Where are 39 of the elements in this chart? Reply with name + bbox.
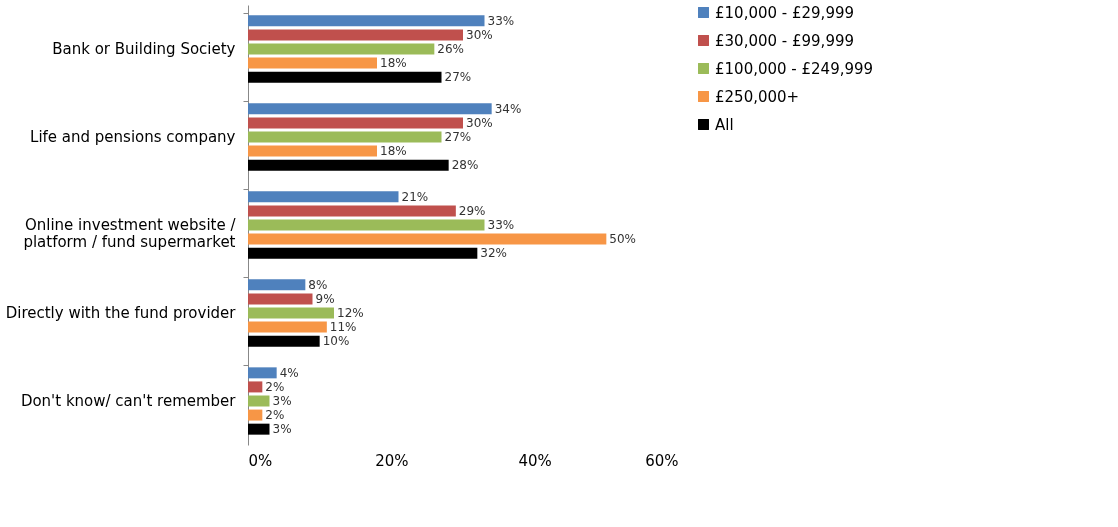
legend-label: All (715, 115, 734, 134)
data-label: 11% (329, 320, 357, 335)
data-label: 18% (380, 144, 407, 159)
x-tick-label: 0% (248, 451, 273, 470)
data-label: 2% (265, 379, 285, 394)
data-label: 30% (466, 115, 493, 130)
data-label: 27% (444, 70, 472, 85)
legend-label: £250,000+ (715, 87, 800, 106)
y-tick-label: Bank or Building Society (52, 40, 236, 58)
data-label: 2% (265, 408, 285, 423)
data-label: 26% (437, 42, 465, 56)
data-label: 3% (272, 422, 292, 437)
data-label: 34% (494, 101, 522, 116)
data-label: 18% (380, 56, 407, 71)
data-label: 8% (308, 277, 328, 292)
y-tick-label: Directly with the fund provider (5, 304, 237, 322)
data-label: 33% (487, 218, 515, 232)
data-label: 10% (322, 334, 350, 349)
legend-label: £10,000 - £29,999 (715, 3, 855, 22)
data-label: 3% (272, 394, 292, 408)
data-label: 30% (466, 27, 493, 42)
y-tick-label: Online investment website / platform / fund supermarket (23, 216, 237, 251)
y-tick-label: Don't know/ can't remember (20, 392, 237, 410)
data-label: 50% (609, 232, 637, 247)
x-tick-label: 20% (375, 451, 409, 470)
data-label: 12% (337, 306, 364, 320)
data-label: 29% (458, 203, 486, 218)
y-tick-label: Life and pensions company (30, 128, 236, 146)
legend-label: £100,000 - £249,999 (715, 59, 874, 78)
x-tick-label: 60% (645, 451, 679, 470)
data-label: 28% (451, 158, 479, 173)
data-label: 21% (401, 189, 429, 204)
data-label: 32% (480, 246, 508, 261)
data-label: 33% (487, 13, 515, 28)
x-tick-label: 40% (518, 451, 552, 470)
data-label: 27% (444, 130, 472, 144)
data-label: 4% (279, 365, 299, 380)
data-label: 9% (315, 291, 335, 306)
legend-label: £30,000 - £99,999 (715, 31, 855, 50)
